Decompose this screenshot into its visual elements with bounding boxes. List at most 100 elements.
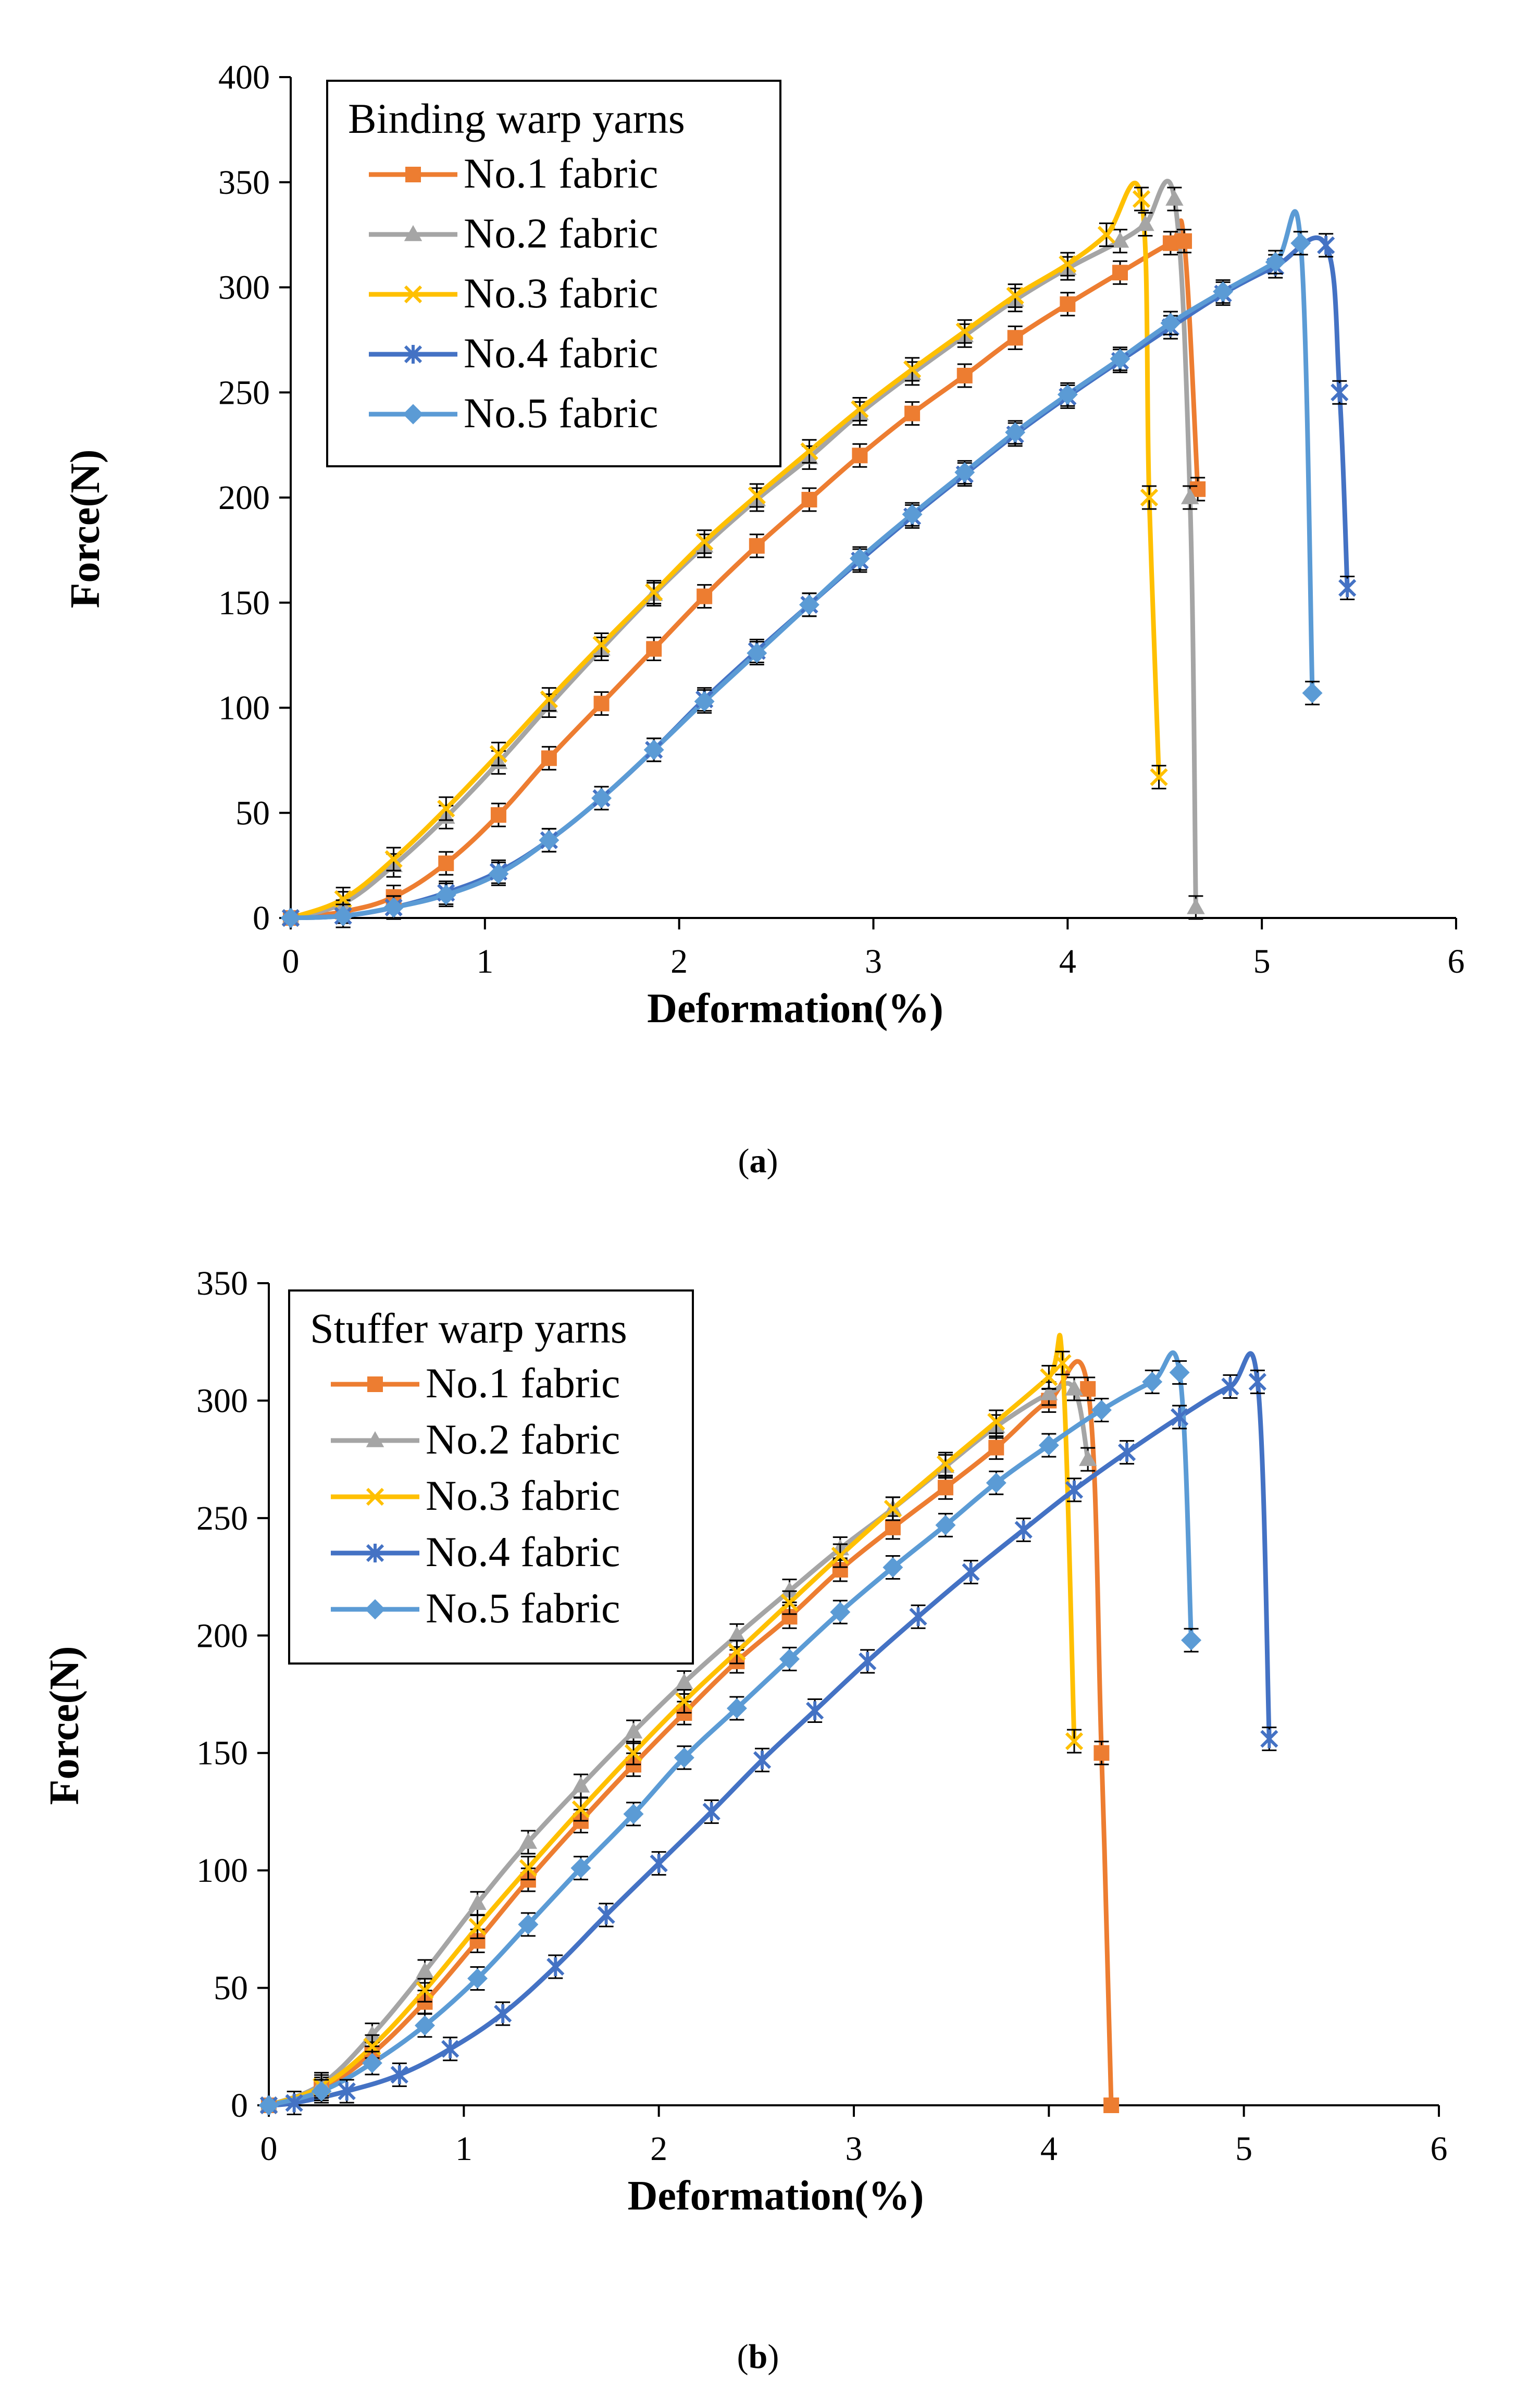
data-point-3	[884, 1499, 902, 1518]
data-point-5	[280, 908, 301, 928]
data-point-4	[753, 1751, 772, 1770]
data-point-1	[1093, 1745, 1110, 1761]
data-point-5	[1142, 1371, 1163, 1392]
x-tick-label: 4	[1040, 2130, 1058, 2168]
data-point-5	[1038, 1435, 1059, 1456]
data-point-4	[806, 1701, 824, 1720]
data-point-5	[488, 863, 509, 884]
data-point-3	[800, 442, 818, 461]
x-tick-label: 4	[1059, 942, 1076, 980]
data-point-1	[904, 405, 921, 421]
data-point-5	[258, 2095, 279, 2116]
data-point-5	[779, 1648, 800, 1669]
data-point-4	[859, 1652, 877, 1671]
data-point-3	[592, 636, 611, 654]
legend-label-3: No.3 fabric	[426, 1472, 620, 1519]
y-tick-label: 200	[218, 479, 270, 517]
x-tick-label: 5	[1253, 942, 1271, 980]
data-point-5	[694, 691, 715, 712]
x-tick-label: 1	[476, 942, 493, 980]
data-point-5	[674, 1747, 694, 1768]
data-point-5	[1290, 233, 1311, 254]
y-tick-label: 250	[196, 1499, 248, 1537]
x-axis-title: Deformation(%)	[647, 986, 943, 1032]
x-tick-label: 6	[1431, 2130, 1448, 2168]
data-point-4	[909, 1607, 927, 1627]
y-tick-label: 300	[218, 269, 270, 307]
data-point-5	[1005, 422, 1026, 443]
data-point-3	[571, 1800, 590, 1819]
data-point-3	[437, 800, 455, 818]
data-point-1	[1060, 296, 1076, 312]
data-point-3	[468, 1918, 487, 1936]
x-tick-label: 2	[670, 942, 688, 980]
data-point-3	[987, 1412, 1005, 1431]
data-point-5	[1160, 313, 1181, 333]
legend-label-1: No.1 fabric	[464, 150, 658, 197]
x-tick-label: 3	[865, 942, 882, 980]
data-point-1	[956, 367, 973, 383]
data-point-4	[1065, 1480, 1084, 1499]
data-point-5	[1302, 682, 1323, 703]
y-tick-label: 0	[231, 2087, 248, 2125]
data-point-3	[695, 532, 714, 551]
y-tick-label: 300	[196, 1382, 248, 1420]
data-point-1	[1162, 235, 1178, 251]
data-point-5	[570, 1858, 591, 1879]
data-point-3	[519, 1859, 537, 1877]
data-point-3	[540, 690, 558, 709]
data-point-5	[383, 897, 404, 918]
legend-marker-1	[367, 1376, 383, 1392]
legend-marker-4	[404, 345, 423, 364]
data-point-3	[851, 400, 869, 418]
data-point-3	[1150, 768, 1168, 786]
legend-marker-2	[404, 225, 423, 241]
data-point-1	[1080, 1381, 1096, 1397]
data-point-5	[333, 905, 354, 926]
data-point-4	[1014, 1520, 1033, 1540]
x-axis-title: Deformation(%)	[628, 2173, 924, 2219]
chart-b: 0 50 100 150 200 250 300 350 0 1 2 3 4 5 6 Deformation(…	[42, 1264, 1448, 2376]
data-point-5	[799, 594, 819, 615]
data-point-1	[1112, 265, 1128, 281]
data-point-4	[441, 2039, 459, 2058]
data-point-4	[1117, 1443, 1136, 1462]
data-point-3	[1059, 255, 1077, 274]
y-tick-label: 100	[196, 1852, 248, 1890]
data-point-1	[852, 448, 868, 464]
data-point-1	[937, 1480, 953, 1496]
x-tick-label: 1	[455, 2130, 473, 2168]
data-point-5	[436, 885, 456, 905]
data-point-5	[1265, 252, 1286, 272]
data-point-4	[546, 1957, 565, 1976]
data-point-2	[1165, 190, 1184, 206]
data-point-4	[1171, 1407, 1189, 1426]
data-point-1	[593, 696, 610, 712]
series-line-3	[290, 180, 1162, 921]
data-point-5	[311, 2081, 332, 2102]
data-point-5	[726, 1698, 747, 1719]
data-point-2	[363, 2025, 381, 2042]
legend-marker-2	[366, 1431, 384, 1447]
data-point-5	[623, 1804, 644, 1824]
data-point-4	[962, 1562, 980, 1582]
x-tick-label: 2	[650, 2130, 667, 2168]
y-tick-label: 50	[214, 1969, 248, 2007]
data-point-5	[643, 739, 664, 760]
data-point-4	[1317, 235, 1335, 255]
data-point-5	[954, 462, 975, 483]
data-point-5	[362, 2053, 382, 2074]
legend-label-3: No.3 fabric	[464, 269, 658, 317]
legend-label-4: No.4 fabric	[426, 1528, 620, 1575]
x-tick-label: 3	[846, 2130, 863, 2168]
data-point-5	[849, 548, 870, 569]
data-point-3	[1132, 190, 1151, 208]
data-point-5	[1110, 349, 1130, 369]
legend-label-4: No.4 fabric	[464, 329, 658, 377]
data-point-2	[1187, 898, 1205, 914]
legend-marker-3	[366, 1487, 384, 1506]
data-point-2	[780, 1581, 799, 1598]
data-point-5	[902, 504, 923, 525]
data-point-3	[780, 1594, 799, 1612]
